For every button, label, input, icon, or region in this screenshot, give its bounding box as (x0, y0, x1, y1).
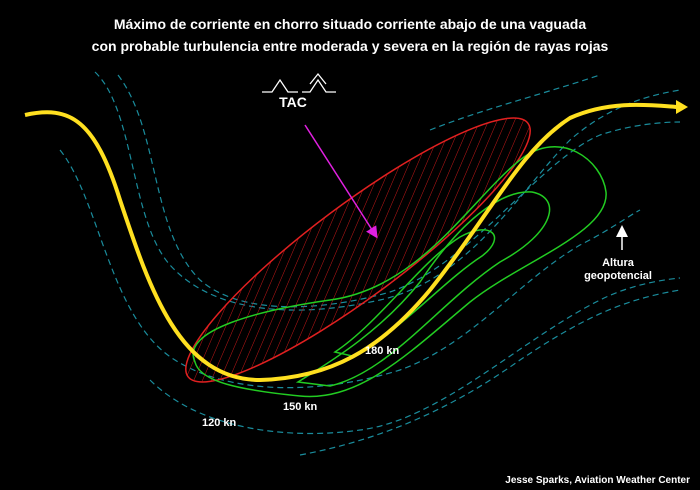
isotachs (192, 146, 607, 398)
title-line: Máximo de corriente en chorro situado co… (114, 16, 586, 32)
height-contours (59, 71, 681, 456)
jet-arrowhead (676, 100, 688, 114)
title-line: con probable turbulencia entre moderada … (92, 38, 609, 54)
isotach-label: 150 kn (283, 401, 318, 413)
turbulence-area (185, 117, 531, 383)
tac-label: TAC (279, 94, 307, 110)
credit: Jesse Sparks, Aviation Weather Center (505, 475, 690, 486)
tac-arrow (304, 124, 378, 239)
isotach-label: 120 kn (202, 417, 237, 429)
isotach-label: 180 kn (365, 345, 400, 357)
height-label: geopotencial (584, 270, 652, 282)
height-label: Altura (602, 257, 635, 269)
jet-stream (24, 102, 679, 383)
tac-symbol (262, 72, 336, 93)
